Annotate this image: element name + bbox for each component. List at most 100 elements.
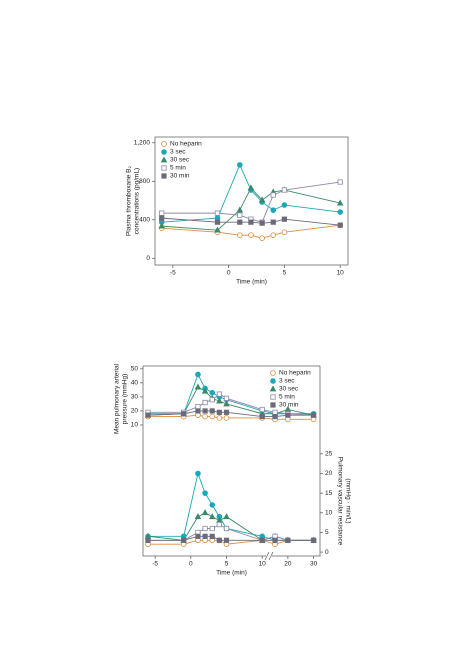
marker	[258, 196, 266, 203]
marker	[270, 394, 276, 400]
marker	[195, 404, 201, 410]
marker	[214, 210, 221, 216]
marker	[209, 502, 216, 508]
marker	[223, 537, 230, 543]
marker	[310, 412, 317, 418]
legend-label: 5 min	[170, 165, 186, 172]
marker	[272, 537, 278, 543]
marker	[237, 219, 243, 225]
y-axis-label: Mean pulmonary arterial	[114, 363, 121, 434]
marker	[281, 202, 288, 208]
marker	[223, 409, 230, 415]
marker	[223, 400, 230, 407]
marker	[272, 409, 278, 415]
legend-label: 30 sec	[170, 157, 190, 164]
plot-frame	[154, 136, 349, 266]
marker	[259, 413, 265, 420]
marker	[310, 537, 317, 543]
marker	[223, 415, 230, 421]
marker	[209, 413, 216, 420]
marker	[216, 537, 222, 543]
y-axis-label: concentrations (pg/mL)	[134, 168, 141, 234]
marker	[195, 533, 201, 539]
marker	[202, 408, 208, 414]
marker	[202, 399, 208, 406]
marker	[236, 162, 243, 168]
marker	[194, 383, 202, 390]
marker	[145, 412, 151, 418]
marker	[209, 525, 215, 532]
marker	[248, 232, 254, 238]
x-tick-label: 20	[284, 561, 292, 568]
marker	[158, 222, 165, 229]
marker	[209, 533, 215, 539]
x-tick-label: 0	[227, 270, 231, 277]
y-tick-label: 10	[131, 422, 139, 429]
y-tick-label: 15	[325, 490, 333, 497]
marker	[281, 187, 288, 193]
marker	[195, 408, 201, 414]
plot-frame	[142, 365, 321, 557]
marker	[259, 406, 265, 413]
marker	[337, 179, 343, 185]
legend-label: 30 min	[279, 402, 299, 409]
y-tick-label: 1,200	[134, 139, 151, 146]
legend-label: No heparin	[170, 141, 202, 148]
marker	[201, 509, 209, 516]
y-tick-label: 40	[131, 380, 139, 387]
marker	[209, 397, 215, 403]
marker	[216, 391, 222, 397]
marker	[223, 525, 230, 532]
y-tick-label: 0	[325, 549, 329, 556]
y-tick-label: 400	[139, 216, 150, 223]
marker	[201, 387, 209, 394]
marker	[285, 412, 291, 418]
marker	[214, 226, 221, 233]
marker	[223, 395, 230, 401]
marker	[159, 215, 165, 221]
marker	[269, 385, 277, 392]
marker	[259, 235, 265, 241]
marker	[161, 165, 167, 171]
marker	[208, 513, 216, 520]
x-axis-label: Time (min)	[236, 279, 267, 286]
marker	[159, 210, 165, 216]
x-tick-label: 5	[225, 561, 229, 568]
marker	[270, 378, 276, 384]
marker	[270, 219, 276, 225]
marker	[337, 209, 343, 215]
marker	[270, 207, 277, 213]
y-tick-label: 5	[325, 529, 329, 536]
marker	[281, 216, 288, 222]
marker	[281, 229, 288, 235]
axis-break	[264, 551, 274, 561]
marker	[337, 222, 343, 228]
x-tick-label: 0	[189, 561, 193, 568]
x-tick-label: 10	[259, 561, 267, 568]
legend-label: No heparin	[279, 370, 311, 377]
y-tick-label: 30	[131, 394, 139, 401]
legend-label: 3 sec	[170, 149, 186, 156]
y-axis-label: Pulmonary vascular resistance	[336, 457, 343, 546]
marker	[270, 192, 276, 198]
marker	[237, 212, 243, 218]
legend-label: 5 min	[279, 394, 295, 401]
x-tick-label: 30	[310, 561, 318, 568]
marker	[202, 533, 208, 539]
marker	[270, 370, 276, 376]
y-axis-label: Plasma thromboxane B₂	[126, 165, 133, 236]
y-axis-label: (mmHg · min/L)	[344, 478, 351, 523]
y-tick-label: 20	[131, 408, 139, 415]
x-axis-label: Time (min)	[216, 570, 247, 577]
marker	[209, 408, 215, 414]
marker	[202, 525, 208, 532]
marker	[202, 413, 208, 420]
legend-label: 30 min	[170, 173, 190, 180]
marker	[272, 413, 278, 420]
marker	[194, 513, 202, 520]
legend-label: 3 sec	[279, 378, 295, 385]
marker	[216, 521, 222, 528]
marker	[223, 513, 230, 520]
